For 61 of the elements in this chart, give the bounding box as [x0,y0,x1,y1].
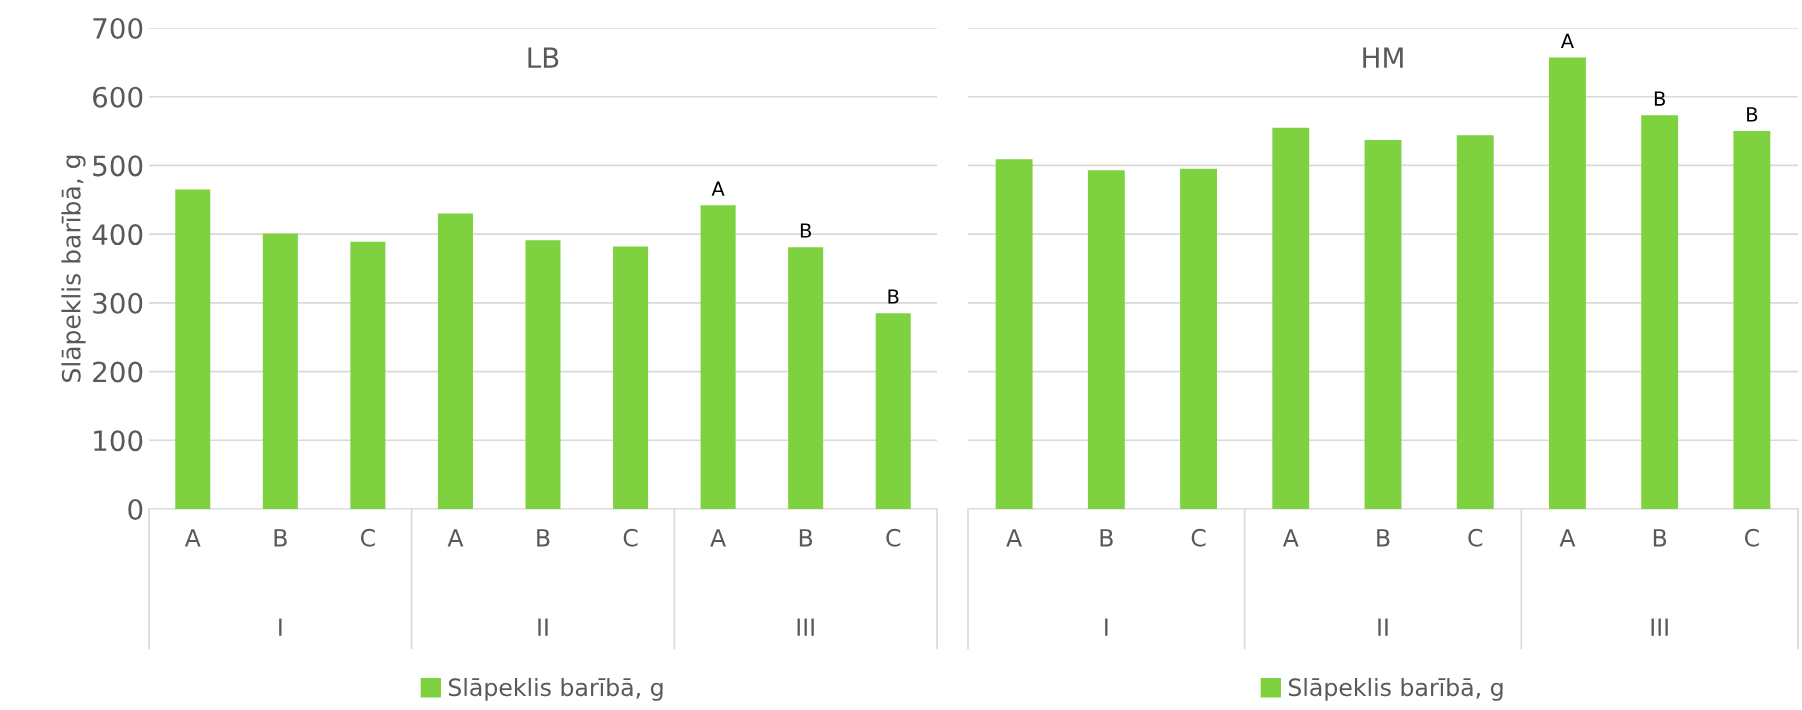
x-tick-label: A [1282,529,1299,547]
text: III [1651,618,1668,636]
x-tick-label: A [184,529,201,547]
text: I [1105,618,1108,636]
y-tick-label: 600 [93,86,143,108]
x-tick-label: C [1191,528,1206,547]
y-tick-label: 0 [128,498,143,520]
y-tick-label: 400 [92,224,143,246]
x-tick-label: B [799,529,813,547]
bar [1456,135,1494,509]
x-tick-label: A [710,529,726,547]
x-tick-label: C [360,528,375,547]
bar [613,246,649,509]
data-label: A [1560,33,1574,48]
bar [875,313,911,509]
text: III [797,618,814,636]
x-tick-label: B [537,529,550,547]
x-tick-label: C [623,528,638,547]
x-tick-label: A [1006,529,1022,547]
data-label: B [1654,91,1665,106]
x-tick-label: A [447,529,464,547]
x-tick-label: C [886,528,901,547]
x-tick-label: B [274,529,287,547]
bar [1733,131,1771,509]
text: I [279,618,282,636]
bar [175,189,211,509]
text: LB [528,47,559,68]
bar [262,233,298,509]
x-tick-label: B [1653,529,1667,547]
y-tick-label: 200 [93,361,143,383]
bar [350,241,386,509]
y-axis-title: Slāpeklis barībā, g [61,155,86,382]
data-label: B [888,289,899,304]
bar [1180,168,1217,509]
data-label: A [711,181,725,196]
bar [995,159,1033,509]
data-label: B [800,223,811,238]
x-tick-label: C [1744,528,1759,547]
bar [788,247,824,509]
text: II [1378,618,1388,636]
y-tick-label: 100 [94,430,143,452]
bar [1641,115,1679,509]
y-tick-label: 300 [93,292,143,314]
bar [525,240,561,509]
x-tick-label: B [1100,529,1113,547]
y-tick-label: 500 [93,155,143,177]
x-tick-label: C [1468,528,1483,547]
bar [1549,57,1586,509]
bar [1272,127,1310,509]
bar [700,205,736,509]
bar [1087,170,1125,509]
x-tick-label: A [1559,529,1576,547]
legend-label: Slāpeklis barībā, g [1288,677,1503,701]
y-tick-label: 700 [93,17,143,39]
bar [1364,140,1402,509]
bar [437,213,473,509]
text: HM [1363,47,1403,68]
text: II [538,618,548,636]
x-tick-label: B [1377,529,1390,547]
legend-label: Slāpeklis barībā, g [448,677,663,701]
data-label: B [1747,107,1758,122]
